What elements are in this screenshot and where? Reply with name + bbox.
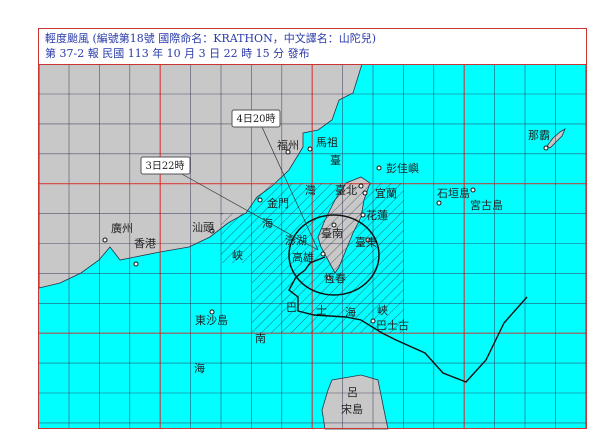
storm-radius-circle — [288, 214, 380, 296]
label-tai: 臺 — [330, 153, 341, 167]
city-marker-icon — [470, 187, 476, 193]
label-fuzhou: 福州 — [277, 138, 299, 152]
city-marker-icon — [102, 237, 108, 243]
city-marker-icon — [360, 212, 366, 218]
label-hongkong: 香港 — [134, 237, 156, 250]
label-kaohsiung: 高雄 — [292, 250, 314, 264]
forecast-label-3d22: 3日22時 — [140, 156, 191, 175]
city-marker-icon — [133, 261, 139, 267]
label-hengchun: 恆春 — [324, 271, 346, 285]
city-marker-icon — [362, 190, 368, 196]
label-hai-2: 海 — [345, 305, 356, 319]
city-marker-icon — [436, 200, 442, 206]
label-guangzhou: 廣州 — [111, 221, 133, 235]
typhoon-track — [288, 256, 528, 383]
leader-line-4d20 — [261, 126, 319, 251]
label-hualien: 花蓮 — [366, 208, 388, 222]
city-marker-icon — [209, 228, 215, 234]
city-marker-icon — [285, 149, 291, 155]
city-marker-icon — [331, 222, 337, 228]
city-marker-icon — [358, 183, 364, 189]
city-marker-icon — [370, 318, 376, 324]
city-marker-icon — [376, 165, 382, 171]
label-nan: 南 — [255, 332, 266, 345]
city-markers — [102, 145, 549, 324]
label-yilan: 宜蘭 — [375, 186, 397, 200]
label-ba: 巴 — [286, 301, 297, 314]
city-marker-icon — [307, 146, 313, 152]
city-marker-icon — [209, 309, 215, 315]
map-frame: 輕度颱風 (編號第18號 國際命名：KRATHON，中文譯名：山陀兒) 第 37… — [38, 28, 587, 429]
label-xia: 峽 — [232, 249, 243, 262]
label-xia-2: 峽 — [377, 304, 388, 317]
city-marker-icon — [365, 237, 371, 243]
label-songdao: 宋島 — [341, 402, 363, 416]
bulletin-issue-time: 第 37-2 報 民國 113 年 10 月 3 日 22 時 15 分 發布 — [45, 47, 310, 60]
city-marker-icon — [320, 251, 326, 257]
label-naha: 那霸 — [528, 129, 550, 142]
city-marker-icon — [543, 145, 549, 151]
label-ishigaki: 石垣島 — [437, 186, 470, 200]
bulletin-title: 輕度颱風 (編號第18號 國際命名：KRATHON，中文譯名：山陀兒) — [45, 32, 376, 45]
label-shi: 士 — [316, 304, 327, 317]
bulletin-header: 輕度颱風 (編號第18號 國際命名：KRATHON，中文譯名：山陀兒) 第 37… — [39, 29, 586, 65]
label-hai: 海 — [262, 216, 273, 230]
label-basco: 巴士古 — [376, 319, 409, 332]
label-matsu: 馬祖 — [316, 135, 338, 149]
label-pengjia: 彭佳嶼 — [386, 161, 419, 175]
label-kinmen: 金門 — [267, 196, 289, 210]
okinawa — [546, 128, 566, 149]
place-labels: 福州 馬祖 臺 彭佳嶼 臺北 宜蘭 金門 灣 石垣島 宮古島 那霸 花蓮 海 峽… — [111, 129, 550, 416]
luzon — [321, 374, 389, 430]
label-taitung: 臺東 — [355, 235, 377, 249]
label-taipei: 臺北 — [335, 183, 357, 197]
label-wan: 灣 — [305, 184, 316, 197]
forecast-label-4d20: 4日20時 — [231, 109, 281, 128]
city-marker-icon — [257, 197, 263, 203]
forecast-time-text: 4日20時 — [236, 113, 275, 125]
leader-line-3d22 — [179, 172, 319, 251]
label-tainan: 臺南 — [321, 226, 343, 240]
label-dongsha: 東沙島 — [195, 313, 228, 327]
city-marker-icon — [326, 275, 332, 281]
forecast-time-text: 3日22時 — [145, 160, 184, 172]
label-penghu: 澎湖 — [285, 234, 307, 247]
label-shantou: 汕頭 — [192, 221, 214, 234]
label-hai-3: 海 — [194, 361, 205, 375]
lat-lon-grid — [39, 64, 587, 429]
label-lu: 呂 — [347, 386, 358, 399]
label-miyako: 宮古島 — [470, 198, 503, 212]
